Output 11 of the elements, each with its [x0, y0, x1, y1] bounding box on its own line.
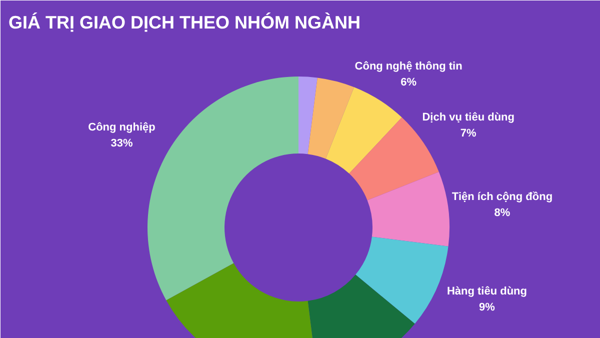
data-label: 9%	[479, 301, 496, 314]
chart-title: GIÁ TRỊ GIAO DỊCH THEO NHÓM NGÀNH	[8, 12, 360, 32]
slice-label: Dịch vụ tiêu dùng	[422, 112, 514, 124]
slice-label: Công nghiệp	[88, 121, 156, 134]
slice-label: Hàng tiêu dùng	[446, 285, 527, 298]
slice-label: Tiện ích cộng đồng	[452, 190, 553, 203]
data-label: 8%	[494, 206, 510, 219]
data-label: 7%	[460, 128, 477, 140]
data-label: 6%	[400, 76, 417, 89]
data-label: 33%	[110, 137, 133, 150]
slice-label: Công nghệ thông tin	[354, 60, 463, 73]
